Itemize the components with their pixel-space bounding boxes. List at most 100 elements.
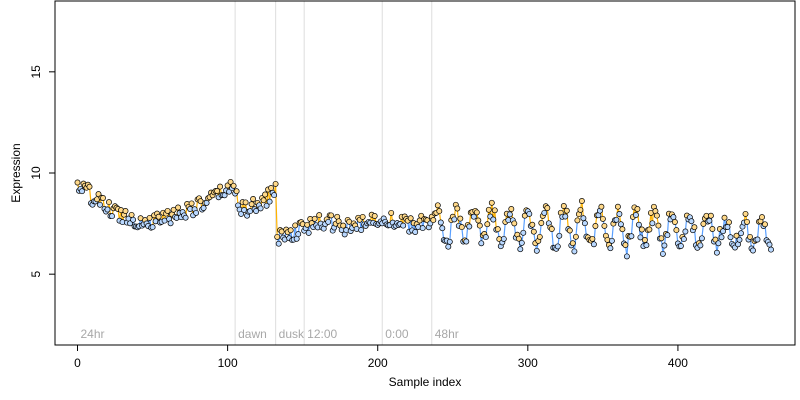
data-point bbox=[400, 222, 407, 229]
data-point bbox=[682, 228, 689, 235]
data-point bbox=[759, 214, 765, 221]
data-point bbox=[473, 209, 480, 216]
data-point bbox=[613, 216, 620, 223]
data-point bbox=[655, 222, 662, 229]
data-point bbox=[295, 231, 302, 238]
data-point bbox=[628, 233, 635, 240]
data-point bbox=[747, 233, 753, 240]
data-point bbox=[97, 201, 103, 208]
data-point bbox=[706, 217, 713, 224]
data-point bbox=[632, 212, 639, 218]
data-point bbox=[634, 206, 641, 212]
data-point bbox=[598, 203, 605, 210]
data-point bbox=[578, 198, 585, 204]
data-point bbox=[164, 207, 171, 214]
data-point bbox=[86, 183, 93, 190]
data-point bbox=[589, 235, 596, 242]
data-point bbox=[466, 223, 473, 230]
x-tick-label: 200 bbox=[368, 356, 388, 370]
data-point bbox=[544, 205, 551, 211]
data-point bbox=[266, 198, 273, 205]
data-point bbox=[274, 233, 281, 240]
data-point bbox=[530, 228, 537, 235]
data-point bbox=[155, 213, 162, 220]
y-tick-label: 5 bbox=[29, 271, 43, 278]
data-point bbox=[517, 246, 524, 253]
data-point bbox=[653, 212, 660, 219]
data-point bbox=[100, 195, 106, 201]
data-point bbox=[104, 206, 111, 213]
data-point bbox=[721, 214, 728, 221]
data-point bbox=[538, 220, 545, 226]
series-segment bbox=[449, 220, 452, 242]
data-point bbox=[726, 219, 732, 226]
data-point bbox=[214, 188, 221, 194]
data-point bbox=[292, 222, 299, 229]
data-point bbox=[359, 213, 366, 220]
data-point bbox=[762, 221, 768, 228]
x-axis: 0 100 200 300 400 bbox=[74, 344, 688, 370]
data-point bbox=[170, 206, 177, 213]
data-point bbox=[635, 221, 642, 228]
data-point bbox=[340, 222, 347, 229]
data-point bbox=[754, 236, 761, 243]
data-point bbox=[577, 206, 584, 213]
data-point bbox=[253, 208, 260, 214]
data-point bbox=[608, 237, 615, 244]
data-point bbox=[742, 210, 749, 217]
x-tick-label: 400 bbox=[668, 356, 688, 370]
data-point bbox=[494, 226, 501, 233]
data-point bbox=[439, 225, 446, 232]
data-point bbox=[149, 224, 156, 231]
data-point bbox=[536, 233, 543, 240]
phase-divider-lines bbox=[234, 1, 433, 345]
data-point bbox=[664, 232, 671, 239]
data-point bbox=[248, 201, 255, 208]
data-point bbox=[556, 232, 563, 239]
data-point bbox=[508, 206, 515, 212]
data-point bbox=[533, 247, 540, 254]
data-point bbox=[437, 219, 444, 226]
data-point bbox=[230, 182, 237, 189]
data-point bbox=[572, 233, 579, 240]
data-point bbox=[287, 227, 294, 234]
series-segment bbox=[630, 216, 634, 237]
data-point bbox=[263, 202, 270, 209]
data-point bbox=[616, 211, 623, 217]
data-point bbox=[182, 214, 189, 221]
data-point bbox=[601, 222, 608, 229]
data-point bbox=[430, 217, 437, 224]
data-point bbox=[641, 237, 648, 243]
data-point bbox=[738, 230, 744, 237]
data-point bbox=[491, 207, 498, 214]
x-axis-title: Sample index bbox=[389, 375, 462, 389]
data-point bbox=[661, 242, 668, 249]
data-point bbox=[446, 238, 453, 245]
data-point bbox=[484, 221, 491, 228]
data-point bbox=[407, 215, 414, 222]
data-point bbox=[419, 225, 426, 232]
data-point bbox=[526, 210, 533, 217]
data-point bbox=[698, 235, 705, 242]
data-point bbox=[445, 243, 452, 250]
data-point bbox=[691, 224, 698, 231]
data-point bbox=[623, 253, 630, 260]
data-point bbox=[476, 222, 483, 229]
data-point bbox=[718, 234, 725, 241]
data-point bbox=[482, 234, 489, 241]
data-point bbox=[724, 224, 731, 230]
data-point bbox=[130, 216, 137, 223]
series-segment bbox=[566, 210, 569, 230]
data-point bbox=[506, 211, 513, 218]
y-tick-label: 10 bbox=[29, 166, 43, 180]
data-point bbox=[175, 204, 182, 211]
data-point bbox=[566, 227, 573, 234]
data-point bbox=[599, 215, 606, 222]
data-point bbox=[580, 215, 587, 222]
data-point bbox=[563, 207, 570, 214]
data-point bbox=[646, 226, 653, 233]
data-point bbox=[271, 192, 278, 199]
phase-labels: 24hr dawn dusk 12:00 0:00 48hr bbox=[81, 327, 459, 341]
data-point bbox=[750, 247, 756, 254]
